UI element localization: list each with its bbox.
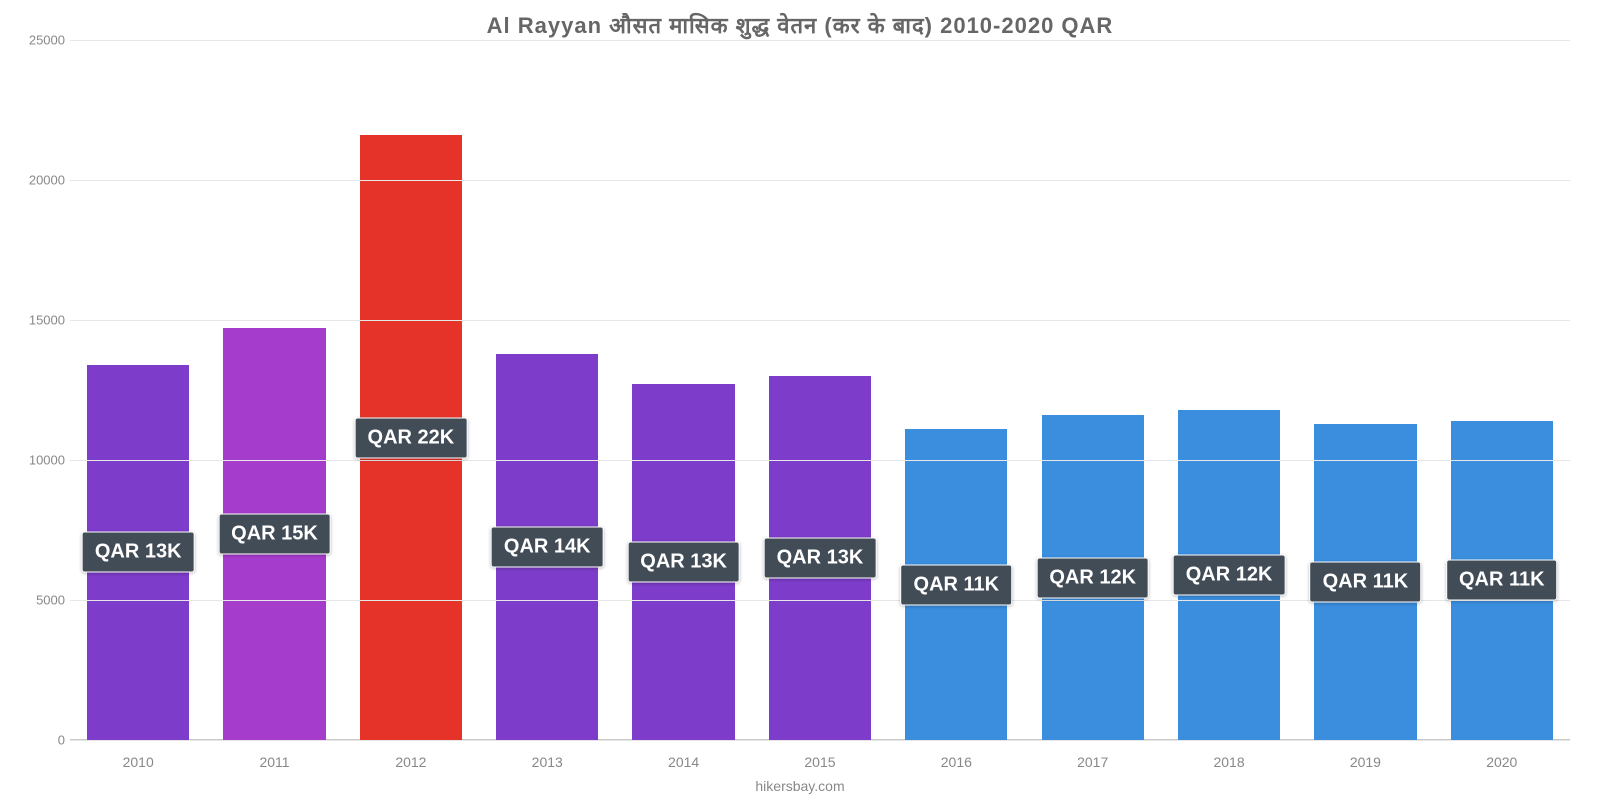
x-tick-label: 2016 <box>888 754 1024 770</box>
bar-slot: QAR 13K <box>615 40 751 740</box>
x-tick-label: 2012 <box>343 754 479 770</box>
bar: QAR 11K <box>1451 421 1553 740</box>
x-tick-label: 2011 <box>206 754 342 770</box>
grid-line <box>70 180 1570 181</box>
x-tick-label: 2015 <box>752 754 888 770</box>
bar-value-label: QAR 12K <box>1036 557 1149 598</box>
x-tick-label: 2010 <box>70 754 206 770</box>
x-tick-label: 2018 <box>1161 754 1297 770</box>
bar-slot: QAR 14K <box>479 40 615 740</box>
bar-slot: QAR 13K <box>70 40 206 740</box>
y-tick-label: 5000 <box>15 593 65 608</box>
x-axis-labels: 2010201120122013201420152016201720182019… <box>70 754 1570 770</box>
bar-value-label: QAR 13K <box>82 532 195 573</box>
grid-line <box>70 320 1570 321</box>
bar-value-label: QAR 15K <box>218 514 331 555</box>
bar: QAR 11K <box>905 429 1007 740</box>
bar: QAR 13K <box>632 384 734 740</box>
bar-slot: QAR 22K <box>343 40 479 740</box>
bar-slot: QAR 11K <box>888 40 1024 740</box>
y-tick-label: 10000 <box>15 453 65 468</box>
grid-line <box>70 460 1570 461</box>
bar-value-label: QAR 11K <box>901 564 1013 605</box>
y-tick-label: 15000 <box>15 313 65 328</box>
bar: QAR 11K <box>1314 424 1416 740</box>
bar-value-label: QAR 13K <box>627 542 740 583</box>
x-tick-label: 2020 <box>1434 754 1570 770</box>
plot-area: QAR 13KQAR 15KQAR 22KQAR 14KQAR 13KQAR 1… <box>70 40 1570 740</box>
x-tick-label: 2017 <box>1025 754 1161 770</box>
bar-slot: QAR 13K <box>752 40 888 740</box>
bar-value-label: QAR 14K <box>491 526 604 567</box>
bar: QAR 13K <box>769 376 871 740</box>
x-tick-label: 2019 <box>1297 754 1433 770</box>
bar-slot: QAR 11K <box>1434 40 1570 740</box>
bar: QAR 22K <box>360 135 462 740</box>
chart-container: Al Rayyan औसत मासिक शुद्ध वेतन (कर के बा… <box>0 0 1600 800</box>
bar-value-label: QAR 11K <box>1310 561 1422 602</box>
grid-line <box>70 740 1570 741</box>
grid-line <box>70 40 1570 41</box>
bar: QAR 13K <box>87 365 189 740</box>
x-tick-label: 2014 <box>615 754 751 770</box>
bar-value-label: QAR 22K <box>355 417 468 458</box>
bar-value-label: QAR 12K <box>1173 554 1286 595</box>
x-tick-label: 2013 <box>479 754 615 770</box>
bars-group: QAR 13KQAR 15KQAR 22KQAR 14KQAR 13KQAR 1… <box>70 40 1570 740</box>
bar: QAR 14K <box>496 354 598 740</box>
bar-value-label: QAR 11K <box>1446 560 1558 601</box>
chart-title: Al Rayyan औसत मासिक शुद्ध वेतन (कर के बा… <box>0 0 1600 40</box>
y-tick-label: 20000 <box>15 173 65 188</box>
bar-slot: QAR 15K <box>206 40 342 740</box>
bar-slot: QAR 11K <box>1297 40 1433 740</box>
bar: QAR 15K <box>223 328 325 740</box>
bar-slot: QAR 12K <box>1161 40 1297 740</box>
bar-slot: QAR 12K <box>1025 40 1161 740</box>
bar: QAR 12K <box>1042 415 1144 740</box>
bar-value-label: QAR 13K <box>764 538 877 579</box>
y-tick-label: 0 <box>15 733 65 748</box>
attribution-text: hikersbay.com <box>0 778 1600 794</box>
y-tick-label: 25000 <box>15 33 65 48</box>
